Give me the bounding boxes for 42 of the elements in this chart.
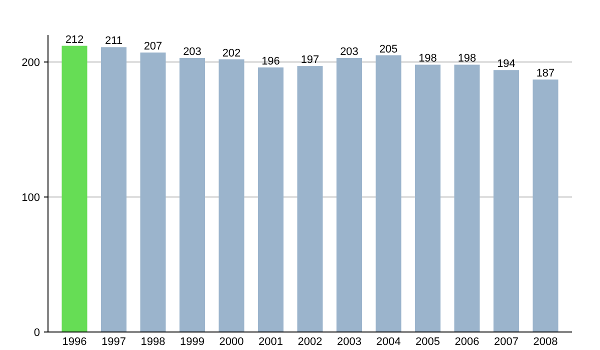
bar bbox=[258, 67, 284, 332]
data-label: 203 bbox=[340, 46, 358, 58]
data-label: 197 bbox=[300, 54, 320, 66]
x-tick-label: 2008 bbox=[533, 336, 558, 348]
bar bbox=[218, 59, 244, 332]
x-tick-label: 2002 bbox=[298, 336, 322, 348]
data-label: 212 bbox=[65, 34, 84, 46]
data-label: 198 bbox=[418, 52, 437, 65]
bar bbox=[494, 70, 520, 332]
data-label: 207 bbox=[144, 40, 162, 53]
y-tick-label: 200 bbox=[22, 56, 40, 69]
x-tick-label: 2003 bbox=[337, 336, 362, 348]
bar bbox=[532, 80, 558, 332]
data-label: 203 bbox=[183, 46, 202, 58]
x-tick-label: 2000 bbox=[219, 336, 244, 348]
bar bbox=[140, 52, 166, 332]
x-tick-label: 2001 bbox=[258, 336, 283, 348]
y-tick-label: 100 bbox=[22, 192, 40, 204]
x-tick-label: 2006 bbox=[454, 336, 480, 348]
data-label: 211 bbox=[104, 35, 123, 48]
data-label: 202 bbox=[222, 47, 241, 60]
x-tick-label: 1997 bbox=[102, 336, 126, 348]
x-tick-label: 1996 bbox=[62, 336, 87, 348]
data-label: 198 bbox=[458, 52, 476, 65]
bar bbox=[414, 64, 441, 332]
data-label: 187 bbox=[536, 68, 555, 80]
data-label: 196 bbox=[262, 55, 280, 68]
x-tick-label: 2004 bbox=[376, 336, 401, 348]
bar bbox=[62, 46, 88, 332]
y-tick-label: 0 bbox=[34, 326, 40, 339]
bar bbox=[179, 58, 206, 332]
bar bbox=[376, 55, 402, 332]
x-tick-label: 2005 bbox=[416, 336, 440, 348]
x-tick-label: 1998 bbox=[140, 336, 166, 348]
bar bbox=[336, 58, 362, 332]
bar bbox=[297, 66, 323, 332]
x-tick-label: 1999 bbox=[180, 336, 204, 348]
bar bbox=[454, 64, 480, 332]
data-label: 194 bbox=[497, 58, 516, 70]
bar bbox=[100, 47, 126, 332]
x-tick-label: 2007 bbox=[494, 336, 518, 348]
data-label: 205 bbox=[379, 43, 398, 56]
